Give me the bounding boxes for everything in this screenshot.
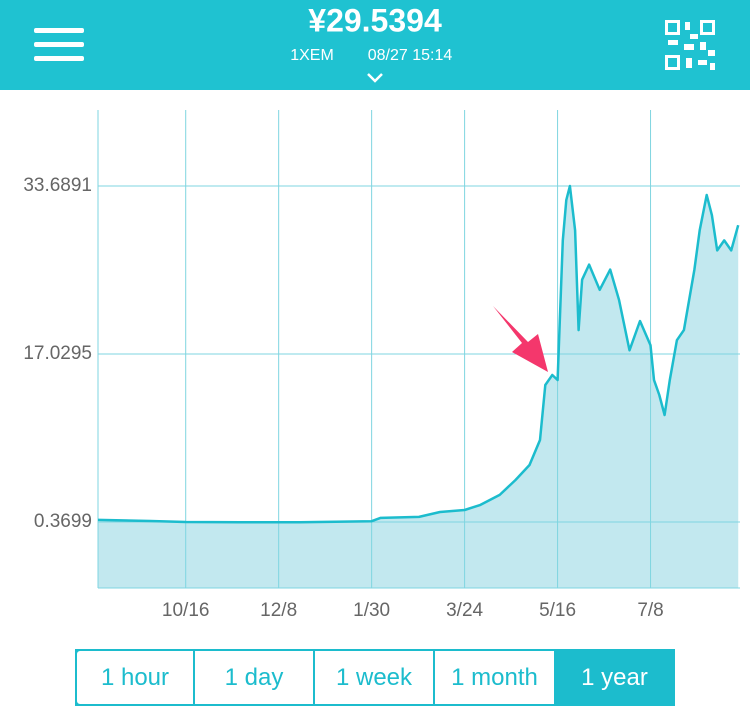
range-button[interactable] <box>554 649 675 706</box>
chart: 0.3699 17.0295 33.6891 10/16 12/8 1/30 3/24 5/1… <box>23 110 740 621</box>
range-button-label: 1 hour <box>101 664 169 691</box>
y-tick-label: 0.3699 <box>34 511 92 532</box>
x-tick-label: 12/8 <box>260 600 297 621</box>
qr-button[interactable] <box>665 20 715 70</box>
range-button-label: 1 week <box>336 664 413 691</box>
unit: 1XEM <box>290 47 334 64</box>
x-tick-label: 1/30 <box>353 600 390 621</box>
range-selector: 1 hour 1 day 1 week 1 month 1 year <box>75 649 675 706</box>
range-button-label: 1 month <box>451 664 538 691</box>
price: ¥29.5394 <box>308 2 442 38</box>
timestamp: 08/27 15:14 <box>368 47 453 64</box>
x-tick-label: 3/24 <box>446 600 483 621</box>
range-button-label: 1 year <box>581 664 648 691</box>
header-bar <box>0 0 750 90</box>
range-button-label: 1 day <box>225 664 284 691</box>
x-tick-label: 7/8 <box>637 600 663 621</box>
x-tick-label: 10/16 <box>162 600 210 621</box>
annotation-arrow <box>493 306 548 372</box>
y-tick-label: 17.0295 <box>23 343 92 364</box>
menu-button[interactable] <box>34 28 84 61</box>
chevron[interactable] <box>367 73 383 83</box>
area-fill <box>98 186 739 588</box>
x-tick-label: 5/16 <box>539 600 576 621</box>
price-line <box>97 184 740 524</box>
y-tick-label: 33.6891 <box>23 175 92 196</box>
